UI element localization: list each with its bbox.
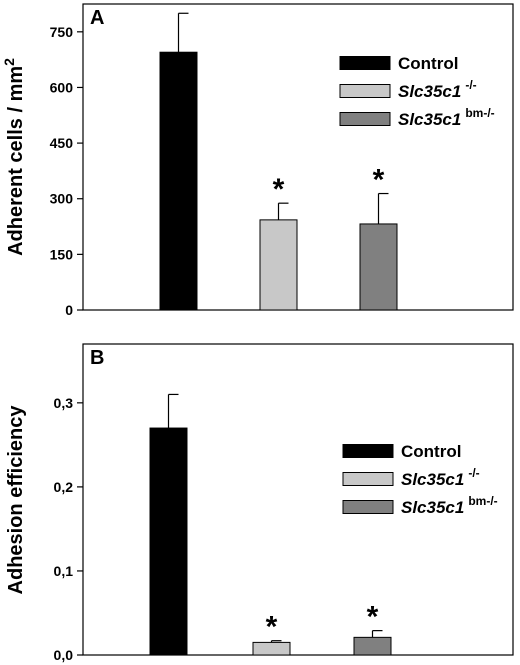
legend-label-name: Slc35c1 (398, 82, 461, 101)
legend-swatch (339, 112, 391, 126)
y-tick-label: 0,1 (54, 563, 74, 579)
y-axis-title-text: Adherent cells / mm (5, 66, 27, 256)
y-tick-label: 0 (65, 302, 73, 318)
legend-swatch (339, 56, 391, 70)
legend-swatch (342, 500, 394, 514)
bar-bm-knockout (353, 636, 392, 656)
legend-label-name: Control (398, 54, 458, 73)
y-axis-title-text: Adhesion efficiency (5, 405, 27, 595)
bar-control (149, 427, 188, 656)
significance-marker: * (266, 611, 278, 644)
bar-knockout (252, 641, 291, 656)
legend-label: Control (401, 442, 461, 461)
legend-swatch (342, 444, 394, 458)
significance-marker: * (373, 164, 385, 197)
y-axis-title-superscript: 2 (1, 58, 17, 66)
y-tick-label: 450 (50, 135, 74, 151)
legend-label-superscript: -/- (465, 78, 476, 92)
legend-label-name: Slc35c1 (401, 498, 464, 517)
y-tick-label: 300 (50, 191, 74, 207)
significance-marker: * (273, 173, 285, 206)
panel-a: A 0 150 300 450 600 750 Adherent cells / mm2 * * C… (1, 3, 514, 318)
y-tick-label: 750 (50, 24, 74, 40)
legend-label: Slc35c1 -/- (401, 466, 480, 489)
panel-b: B 0,0 0,1 0,2 0,3 Adhesion efficiency * * Contro… (5, 343, 514, 663)
legend-label-name: Control (401, 442, 461, 461)
significance-marker: * (367, 601, 379, 634)
bar-control (159, 51, 198, 311)
y-axis-title: Adherent cells / mm2 (1, 58, 27, 256)
legend-label-superscript: bm-/- (468, 494, 497, 508)
panel-label: A (90, 7, 104, 29)
y-axis-title: Adhesion efficiency (5, 405, 27, 595)
legend-label: Slc35c1 -/- (398, 78, 477, 101)
y-tick-label: 150 (50, 246, 74, 262)
legend-label: Control (398, 54, 458, 73)
legend-swatch (342, 472, 394, 486)
y-tick-label: 0,3 (54, 395, 74, 411)
y-tick-label: 600 (50, 79, 74, 95)
bar-knockout (259, 219, 298, 311)
plot-frame (82, 343, 514, 656)
legend-label-name: Slc35c1 (398, 110, 461, 129)
panel-label: B (90, 347, 104, 369)
legend-swatch (339, 84, 391, 98)
legend-label-superscript: -/- (468, 466, 479, 480)
plot-frame (82, 3, 514, 311)
y-tick-label: 0,2 (54, 479, 74, 495)
y-tick-label: 0,0 (54, 647, 74, 663)
legend-label: Slc35c1 bm-/- (398, 106, 495, 129)
legend-label-superscript: bm-/- (465, 106, 494, 120)
legend-label-name: Slc35c1 (401, 470, 464, 489)
legend-label: Slc35c1 bm-/- (401, 494, 498, 517)
bar-bm-knockout (359, 223, 398, 311)
